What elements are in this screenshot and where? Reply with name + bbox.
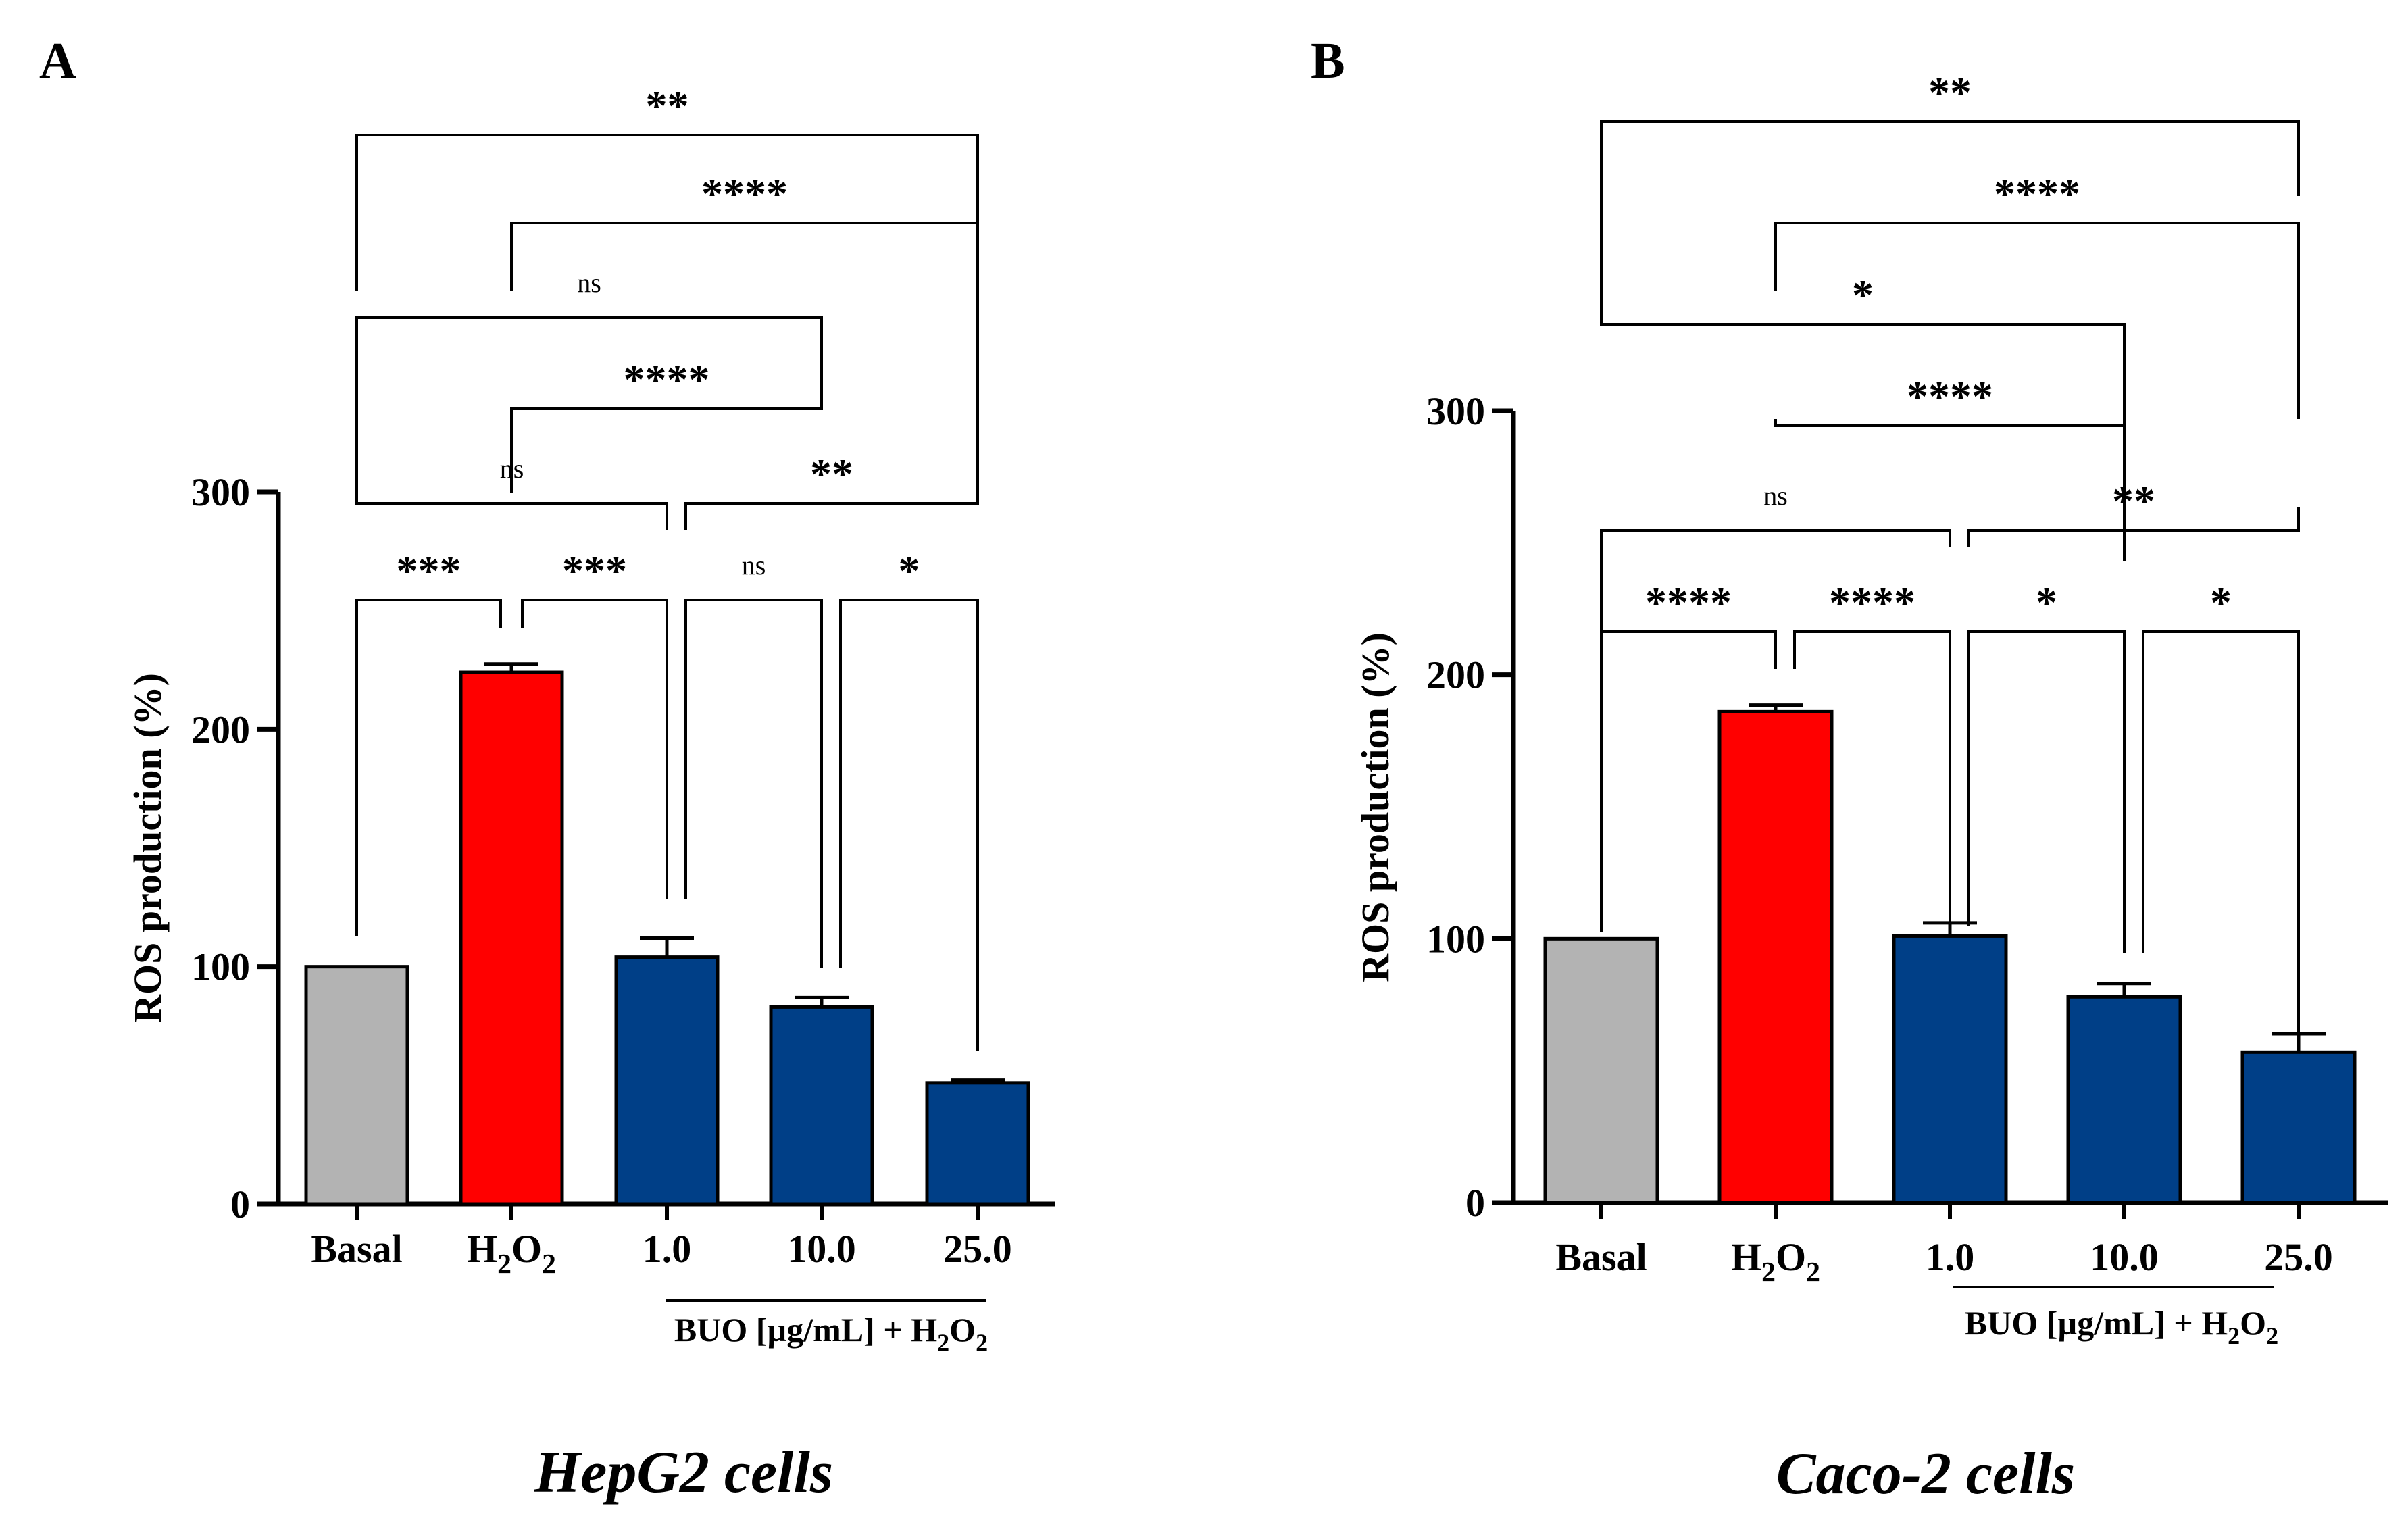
x-tick-label: H2O2 <box>1731 1235 1820 1288</box>
significance-bracket <box>521 599 668 899</box>
bar <box>304 965 409 1206</box>
significance-bracket <box>839 599 979 1051</box>
y-tick-label: 0 <box>230 1182 250 1226</box>
significance-bracket <box>510 222 979 493</box>
significance-label: * <box>2210 578 2232 626</box>
group-label: BUO [µg/mL] + H2O2 <box>674 1311 988 1356</box>
y-axis-title: ROS production (%) <box>1353 632 1397 982</box>
panel-title: HepG2 cells <box>534 1440 833 1505</box>
significance-label: **** <box>1645 578 1732 626</box>
significance-label: * <box>2036 578 2057 626</box>
panel-label: B <box>1311 32 1345 89</box>
bar <box>459 670 564 1206</box>
x-tick-label: H2O2 <box>467 1227 556 1280</box>
significance-label: **** <box>624 355 710 403</box>
significance-bracket <box>1600 630 1777 932</box>
significance-label: **** <box>1994 170 2080 218</box>
significance-label: ** <box>810 450 853 498</box>
x-tick-label: 1.0 <box>643 1227 692 1271</box>
y-tick-label: 100 <box>191 945 250 989</box>
significance-label: * <box>899 547 920 595</box>
y-tick-label: 300 <box>1426 389 1485 433</box>
significance-bracket <box>684 493 979 530</box>
significance-label: *** <box>397 547 461 595</box>
bar <box>769 1005 874 1206</box>
significance-bracket <box>1967 630 2126 953</box>
bar <box>925 1081 1030 1206</box>
x-tick-label: 25.0 <box>2264 1235 2333 1279</box>
significance-label: **** <box>701 170 788 218</box>
panel-a-hepg2: A 0 100 200 300 ROS production (%) Basal H2O2 1.… <box>39 32 1055 1505</box>
bar <box>1543 936 1659 1205</box>
significance-bracket <box>355 599 502 936</box>
y-axis-title: ROS production (%) <box>126 673 170 1023</box>
y-tick-label: 200 <box>1426 653 1485 697</box>
significance-label: *** <box>562 547 627 595</box>
significance-bracket <box>355 134 979 291</box>
significance-bracket <box>510 375 823 493</box>
significance-label: ns <box>742 550 766 580</box>
significance-bracket <box>355 316 823 473</box>
significance-bracket <box>2142 630 2300 1044</box>
panel-b-caco2: B 0 100 200 300 ROS production (%) Basal H2O2 1.… <box>1311 32 2388 1507</box>
x-tick-label: 1.0 <box>1926 1235 1975 1279</box>
significance-bracket <box>1793 630 1951 932</box>
bar <box>2240 1050 2357 1205</box>
y-tick-label: 0 <box>1465 1181 1485 1225</box>
x-tick-label: Basal <box>311 1227 402 1271</box>
bar <box>614 955 720 1206</box>
significance-label: **** <box>1907 372 1993 420</box>
significance-bracket <box>1774 222 2300 419</box>
x-tick-label: 25.0 <box>943 1227 1012 1271</box>
significance-bracket <box>684 599 823 968</box>
panel-label: A <box>39 32 76 89</box>
significance-label: **** <box>1829 578 1915 626</box>
significance-label: ** <box>2112 477 2155 525</box>
significance-label: ** <box>646 82 689 130</box>
bar <box>2066 995 2182 1205</box>
significance-label: * <box>1852 271 1874 319</box>
significance-label: ns <box>577 268 601 298</box>
significance-bracket <box>355 473 668 530</box>
y-tick-label: 200 <box>191 707 250 751</box>
y-tick-label: 300 <box>191 470 250 514</box>
x-tick-label: 10.0 <box>787 1227 856 1271</box>
bar <box>1717 709 1834 1205</box>
panel-title: Caco-2 cells <box>1776 1441 2075 1507</box>
y-tick-label: 100 <box>1426 917 1485 961</box>
significance-label: ns <box>500 453 524 484</box>
significance-bracket <box>1774 419 2126 459</box>
x-tick-label: Basal <box>1555 1235 1647 1279</box>
significance-bracket <box>1600 120 2300 291</box>
significance-label: ** <box>1928 68 1972 116</box>
x-tick-label: 10.0 <box>2090 1235 2159 1279</box>
bar <box>1892 934 2008 1205</box>
group-label: BUO [µg/mL] + H2O2 <box>1965 1304 2278 1349</box>
significance-bracket <box>1967 507 2300 547</box>
significance-label: ns <box>1763 480 1788 511</box>
